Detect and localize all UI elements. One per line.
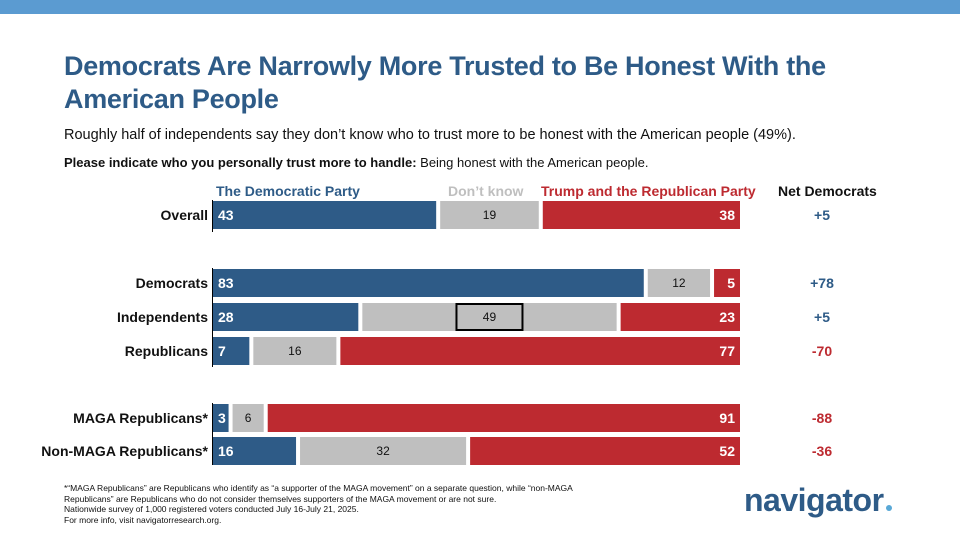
legend-dem: The Democratic Party <box>216 183 360 199</box>
row-label-maga-republicans: MAGA Republicans* <box>73 410 208 426</box>
logo-dot-icon <box>885 505 892 511</box>
net-value-non-maga-republicans: -36 <box>811 443 833 459</box>
net-value-independents: +5 <box>814 309 830 325</box>
row-label-independents: Independents <box>116 309 208 325</box>
value-dont-know-maga-republicans: 6 <box>245 411 252 425</box>
axis-line-top <box>212 200 213 232</box>
axis-line-bottom <box>212 403 213 465</box>
value-dem-maga-republicans: 3 <box>218 410 226 426</box>
bar-dont-know-republicans <box>253 337 337 365</box>
bar-rep-non-maga-republicans <box>470 437 740 465</box>
bar-dont-know-democrats <box>647 269 711 297</box>
value-dont-know-non-maga-republicans: 32 <box>376 444 390 458</box>
footnotes: *“MAGA Republicans” are Republicans who … <box>64 483 624 525</box>
value-dont-know-independents: 49 <box>483 310 497 324</box>
bar-dem-republicans <box>213 337 250 365</box>
axis-line-middle <box>212 268 213 367</box>
row-label-non-maga-republicans: Non-MAGA Republicans* <box>41 443 208 459</box>
value-rep-republicans: 77 <box>719 343 735 359</box>
bar-dont-know-independents <box>362 303 617 331</box>
subtitle: Roughly half of independents say they do… <box>64 127 796 143</box>
question-text: Please indicate who you personally trust… <box>64 155 649 170</box>
page-title: Democrats Are Narrowly More Trusted to B… <box>64 51 826 114</box>
bar-rep-democrats <box>714 269 740 297</box>
bar-dont-know-non-maga-republicans <box>300 437 467 465</box>
navigator-logo: navigator <box>744 482 892 519</box>
value-dont-know-overall: 19 <box>483 208 497 222</box>
bar-dem-independents <box>213 303 359 331</box>
value-rep-independents: 23 <box>719 309 735 325</box>
highlight-box-independents <box>455 303 524 331</box>
net-value-republicans: -70 <box>811 343 833 359</box>
legend-dont-know: Don’t know <box>448 183 524 199</box>
bar-dem-non-maga-republicans <box>213 437 297 465</box>
bar-rep-republicans <box>340 337 740 365</box>
footnote-more-info: For more info, visit navigatorresearch.o… <box>64 514 222 525</box>
question-prompt: Please indicate who you personally trust… <box>64 155 417 170</box>
value-dem-overall: 43 <box>218 207 234 223</box>
bar-rep-maga-republicans <box>267 404 740 432</box>
net-value-overall: +5 <box>814 207 830 223</box>
legend-net: Net Democrats <box>778 183 877 199</box>
bar-dem-democrats <box>213 269 644 297</box>
value-rep-overall: 38 <box>719 207 735 223</box>
top-accent-bar <box>0 0 960 14</box>
value-rep-maga-republicans: 91 <box>719 410 735 426</box>
question-topic: Being honest with the American people. <box>416 155 649 170</box>
value-dem-non-maga-republicans: 16 <box>218 443 234 459</box>
value-dem-democrats: 83 <box>218 275 234 291</box>
row-label-republicans: Republicans <box>124 343 208 359</box>
logo-text: navigator <box>744 482 884 518</box>
row-label-overall: Overall <box>160 207 208 223</box>
legend-rep: Trump and the Republican Party <box>541 183 756 199</box>
value-rep-democrats: 5 <box>727 275 735 291</box>
bar-rep-overall <box>542 201 740 229</box>
value-dem-republicans: 7 <box>218 343 226 359</box>
bar-dont-know-maga-republicans <box>232 404 264 432</box>
bar-dont-know-overall <box>440 201 539 229</box>
bar-dem-overall <box>213 201 437 229</box>
net-value-maga-republicans: -88 <box>811 410 833 426</box>
value-rep-non-maga-republicans: 52 <box>719 443 735 459</box>
bar-dem-maga-republicans <box>213 404 229 432</box>
value-dont-know-democrats: 12 <box>672 276 686 290</box>
value-dont-know-republicans: 16 <box>288 344 302 358</box>
value-dem-independents: 28 <box>218 309 234 325</box>
footnote-survey: Nationwide survey of 1,000 registered vo… <box>64 504 359 514</box>
bar-rep-independents <box>620 303 740 331</box>
footnote-maga-definition: *“MAGA Republicans” are Republicans who … <box>64 483 573 504</box>
net-value-democrats: +78 <box>810 275 834 291</box>
row-label-democrats: Democrats <box>135 275 208 291</box>
